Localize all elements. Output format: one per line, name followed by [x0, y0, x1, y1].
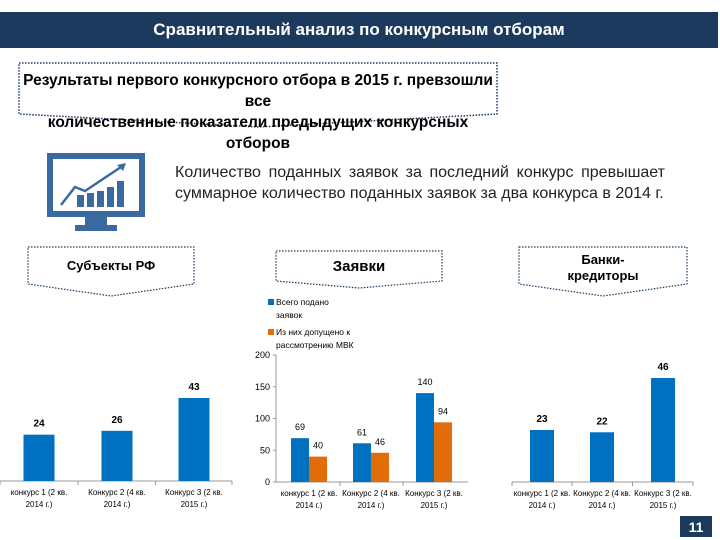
section-header-regions: Субъекты РФ [27, 246, 195, 298]
intro-text: Количество поданных заявок за последний … [175, 164, 665, 202]
data-label: 24 [33, 419, 45, 430]
section-title-banks-line2: кредиторы [567, 268, 639, 283]
category-label: 2015 г.) [421, 501, 448, 510]
category-label: Конкурс 3 (2 кв. [634, 489, 692, 498]
category-label: конкурс 1 (2 кв. [11, 488, 68, 497]
bar-submitted [353, 443, 371, 482]
bar [101, 430, 133, 481]
bar [178, 398, 210, 481]
bar-admitted [309, 456, 327, 482]
legend-label: Всего подано [276, 297, 329, 307]
bar [651, 378, 675, 482]
category-label: Конкурс 3 (2 кв. [405, 489, 463, 498]
data-label: 23 [536, 414, 548, 425]
category-label: 2014 г.) [296, 501, 323, 510]
section-title-applications: Заявки [332, 258, 386, 275]
page-number: 11 [680, 516, 712, 537]
category-label: Конкурс 2 (4 кв. [573, 489, 631, 498]
data-label: 61 [357, 427, 367, 437]
legend-swatch [268, 329, 274, 335]
y-tick-label: 150 [255, 382, 270, 392]
y-tick-label: 50 [260, 445, 270, 455]
summary-callout: Результаты первого конкурсного отбора в … [18, 62, 498, 152]
bar-submitted [416, 393, 434, 482]
data-label: 22 [596, 416, 608, 427]
category-label: 2015 г.) [181, 500, 208, 509]
section-title-regions: Субъекты РФ [66, 258, 156, 273]
callout-border [18, 62, 498, 128]
data-label: 94 [438, 406, 448, 416]
legend-label: рассмотрению МВК [276, 340, 354, 350]
bar-admitted [434, 422, 452, 482]
legend-label: заявок [276, 310, 302, 320]
category-label: 2014 г.) [26, 500, 53, 509]
bar-submitted [291, 438, 309, 482]
y-tick-label: 0 [265, 477, 270, 487]
section-header-banks: Банки- кредиторы [518, 246, 688, 298]
data-label: 46 [375, 437, 385, 447]
bar [530, 430, 554, 482]
y-tick-label: 100 [255, 414, 270, 424]
category-label: 2014 г.) [529, 501, 556, 510]
bar [23, 434, 55, 481]
data-label: 140 [417, 377, 432, 387]
legend-swatch [268, 299, 274, 305]
y-tick-label: 200 [255, 350, 270, 360]
callout-line-1: Результаты первого конкурсного отбора в … [23, 72, 493, 110]
category-label: 2014 г.) [589, 501, 616, 510]
data-label: 26 [111, 415, 123, 426]
category-label: Конкурс 2 (4 кв. [342, 489, 400, 498]
callout-line-2: количественные показатели предыдущих кон… [47, 114, 469, 152]
slide-title: Сравнительный анализ по конкурсным отбор… [0, 12, 718, 48]
section-title-banks-line1: Банки- [581, 252, 625, 267]
data-label: 43 [188, 382, 200, 393]
category-label: 2014 г.) [358, 501, 385, 510]
category-label: конкурс 1 (2 кв. [514, 489, 571, 498]
category-label: 2014 г.) [104, 500, 131, 509]
category-label: Конкурс 3 (2 кв. [165, 488, 223, 497]
data-label: 46 [657, 362, 669, 373]
slide-title-text: Сравнительный анализ по конкурсным отбор… [153, 20, 565, 39]
legend-label: Из них допущено к [276, 327, 350, 337]
category-label: 2015 г.) [650, 501, 677, 510]
bar-admitted [371, 452, 389, 482]
monitor-growth-chart-icon [47, 153, 147, 238]
category-label: конкурс 1 (2 кв. [281, 489, 338, 498]
data-label: 69 [295, 422, 305, 432]
category-label: Конкурс 2 (4 кв. [88, 488, 146, 497]
bar [590, 432, 614, 482]
section-header-applications: Заявки [275, 250, 443, 290]
data-label: 40 [313, 441, 323, 451]
